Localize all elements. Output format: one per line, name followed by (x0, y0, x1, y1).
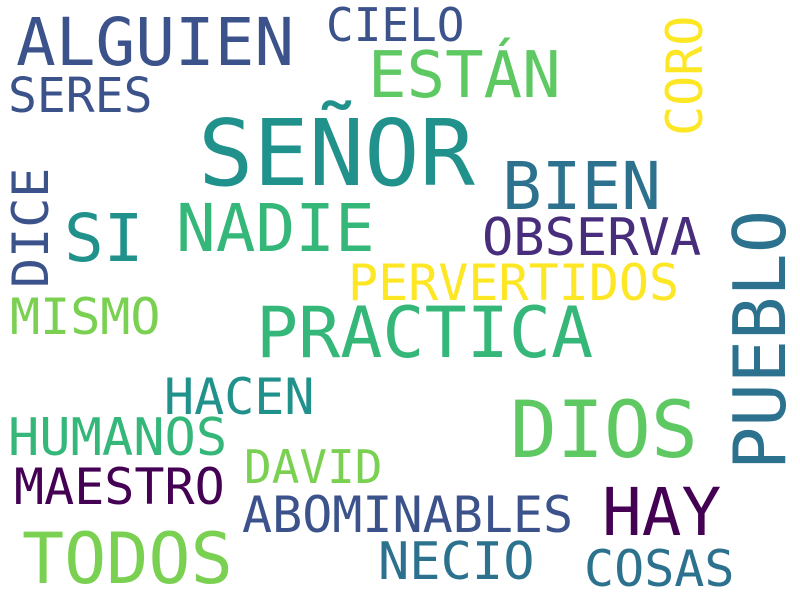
word-coro: CORO (656, 15, 714, 136)
word-observa: OBSERVA (482, 208, 702, 268)
word-hay: HAY (602, 474, 722, 551)
word-dios: DIOS (510, 386, 698, 476)
word-estan: ESTÁN (368, 39, 561, 113)
word-david: DAVID (244, 440, 383, 494)
word-practica: PRACTICA (256, 292, 594, 374)
word-pervertidos: PERVERTIDOS (348, 254, 680, 312)
word-alguien: ALGUIEN (16, 4, 295, 81)
word-todos: TODOS (22, 518, 233, 600)
word-dice: DICE (2, 167, 60, 288)
word-cielo: CIELO (326, 0, 465, 52)
word-mismo: MISMO (10, 288, 161, 346)
word-humanos: HUMANOS (8, 408, 228, 468)
word-abominables: ABOMINABLES (242, 486, 574, 544)
word-necio: NECIO (378, 532, 535, 592)
word-bien: BIEN (502, 148, 661, 225)
word-seres: SERES (8, 68, 153, 124)
word-senor: SEÑOR (198, 100, 475, 207)
word-si: SI (64, 200, 144, 277)
word-hacen: HACEN (164, 368, 315, 426)
word-pueblo: PUEBLO (718, 209, 800, 470)
word-cosas: COSAS (584, 540, 735, 598)
word-maestro: MAESTRO (14, 458, 225, 516)
word-nadie: NADIE (176, 190, 375, 267)
